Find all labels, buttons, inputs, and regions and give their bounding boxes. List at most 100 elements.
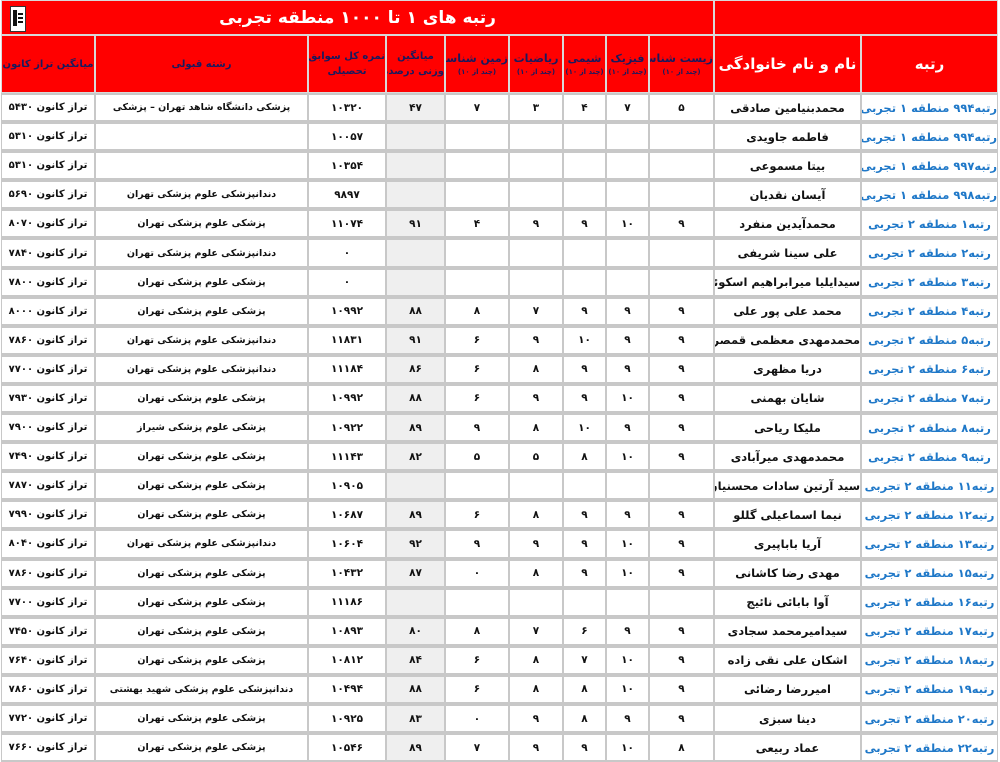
header-out-of-10: (چند از ۱۰) [457,68,497,76]
cell-biology: ۹ [649,703,715,734]
cell-taraz: تراز کانون ۷۴۵۰ [1,616,96,646]
cell-physics: ۱۰ [606,209,650,239]
cell-name: سید آرتین سادات محسنیان [714,471,862,501]
cell-name: فاطمه جاویدی [714,122,862,152]
cell-physics: ۱۰ [606,529,650,559]
cell-chemistry [563,180,607,210]
cell-major: پزشکی علوم پزشکی تهران [95,442,309,472]
cell-avg: ۸۰ [386,616,446,646]
cell-taraz: تراز کانون ۷۸۰۰ [1,267,96,297]
cell-avg: ۸۸ [386,383,446,414]
cell-geology [445,180,510,210]
table-row: رتبه۱۷ منطقه ۲ تجربی سیدامیرمحمد سجادی ۹ ۹ ۶… [1,616,999,646]
table-row: رتبه۳ منطقه ۲ تجربی سیدایلیا میرابراهیم ا… [1,267,999,297]
cell-math [509,471,564,501]
cell-biology [649,587,715,617]
cell-total: ۱۱۰۷۴ [308,209,387,239]
cell-avg [386,122,446,152]
cell-rank: رتبه۱۱ منطقه ۲ تجربی [861,471,999,501]
cell-biology: ۹ [649,442,715,472]
cell-major: دندانپزشکی علوم پزشکی تهران [95,180,309,210]
cell-major: پزشکی علوم پزشکی تهران [95,383,309,414]
cell-math: ۳ [509,93,564,123]
cell-physics [606,122,650,152]
cell-chemistry: ۹ [563,500,607,530]
table-row: رتبه۲۲ منطقه ۲ تجربی عماد ربیعی ۸ ۱۰ ۹ ۹ ۷ ۸۹ ۱۰… [1,733,999,762]
cell-math: ۵ [509,442,564,472]
cell-physics: ۱۰ [606,558,650,588]
cell-chemistry: ۷ [563,645,607,675]
cell-physics [606,471,650,501]
cell-physics: ۷ [606,93,650,123]
header-biology-label: زیست شناسی [650,51,714,65]
cell-math [509,122,564,152]
cell-physics: ۹ [606,325,650,355]
header-biology: زیست شناسی (چند از ۱۰) [649,35,715,93]
table-row: رتبه۲ منطقه ۲ تجربی علی سینا شریفی ۰ دندانپ… [1,238,999,268]
cell-biology: ۹ [649,209,715,239]
cell-chemistry: ۹ [563,529,607,559]
cell-avg: ۸۹ [386,733,446,762]
cell-rank: رتبه۲۰ منطقه ۲ تجربی [861,703,999,734]
table-row: رتبه۸ منطقه ۲ تجربی ملیکا ریاحی ۹ ۹ ۱۰ ۸ ۹ ۸۹ ۱۰… [1,413,999,443]
cell-chemistry: ۸ [563,703,607,734]
cell-rank: رتبه۲ منطقه ۲ تجربی [861,238,999,268]
cell-total: ۱۰۴۳۲ [308,558,387,588]
cell-taraz: تراز کانون ۷۴۹۰ [1,442,96,472]
cell-physics [606,180,650,210]
cell-math: ۸ [509,354,564,384]
cell-rank: رتبه۱۵ منطقه ۲ تجربی [861,558,999,588]
cell-rank: رتبه۹۹۴ منطقه ۱ تجربی [861,93,999,123]
cell-major: پزشکی علوم پزشکی تهران [95,471,309,501]
header-geology-label: زمین شناسی [446,51,509,65]
cell-avg: ۸۹ [386,413,446,443]
cell-taraz: تراز کانون ۸۰۰۰ [1,296,96,326]
cell-total: ۱۰۰۵۷ [308,122,387,152]
header-chemistry: شیمی (چند از ۱۰) [563,35,607,93]
cell-rank: رتبه۱۸ منطقه ۲ تجربی [861,645,999,675]
cell-math: ۸ [509,500,564,530]
cell-physics: ۱۰ [606,733,650,762]
cell-major: پزشکی دانشگاه شاهد تهران – پزشکی [95,93,309,123]
cell-major [95,122,309,152]
cell-physics [606,151,650,181]
header-name: نام و نام خانوادگی [714,35,862,93]
title-row: رتبه های ۱ تا ۱۰۰۰ منطقه تجربی [1,0,999,35]
cell-name: محمدمهدی معظمی قمصری [714,325,862,355]
cell-avg: ۸۳ [386,703,446,734]
cell-avg: ۸۶ [386,354,446,384]
table-row: رتبه۱۹ منطقه ۲ تجربی امیررضا رضائی ۹ ۱۰ ۸ ۸ ۶ ۸… [1,674,999,704]
cell-biology: ۹ [649,354,715,384]
cell-avg: ۴۷ [386,93,446,123]
cell-major [95,151,309,181]
cell-biology: ۹ [649,500,715,530]
cell-avg [386,238,446,268]
title-blank-cell [714,0,999,35]
cell-taraz: تراز کانون ۷۹۳۰ [1,383,96,414]
cell-biology: ۵ [649,93,715,123]
cell-taraz: تراز کانون ۷۶۴۰ [1,645,96,675]
cell-biology [649,122,715,152]
cell-rank: رتبه۸ منطقه ۲ تجربی [861,413,999,443]
cell-avg: ۹۱ [386,325,446,355]
cell-geology [445,471,510,501]
cell-geology [445,587,510,617]
cell-math: ۸ [509,558,564,588]
cell-math: ۹ [509,733,564,762]
cell-physics: ۱۰ [606,674,650,704]
table-row: رتبه۱۲ منطقه ۲ تجربی نیما اسماعیلی گللو ۹ ۹… [1,500,999,530]
cell-geology [445,238,510,268]
cell-taraz: تراز کانون ۷۸۶۰ [1,325,96,355]
cell-taraz: تراز کانون ۷۸۶۰ [1,558,96,588]
cell-rank: رتبه۱۹ منطقه ۲ تجربی [861,674,999,704]
cell-physics: ۱۰ [606,383,650,414]
cell-major: دندانپزشکی علوم پزشکی تهران [95,238,309,268]
cell-physics: ۹ [606,616,650,646]
cell-major: پزشکی علوم پزشکی تهران [95,500,309,530]
header-out-of-10: (چند از ۱۰) [662,68,701,76]
cell-major: پزشکی علوم پزشکی تهران [95,587,309,617]
logo-icon [10,6,26,32]
cell-total: ۱۱۱۸۶ [308,587,387,617]
cell-rank: رتبه۱۳ منطقه ۲ تجربی [861,529,999,559]
table-row: رتبه۲۰ منطقه ۲ تجربی دینا سبزی ۹ ۹ ۸ ۹ ۰ ۸۳ ۱۰۹۲… [1,703,999,734]
